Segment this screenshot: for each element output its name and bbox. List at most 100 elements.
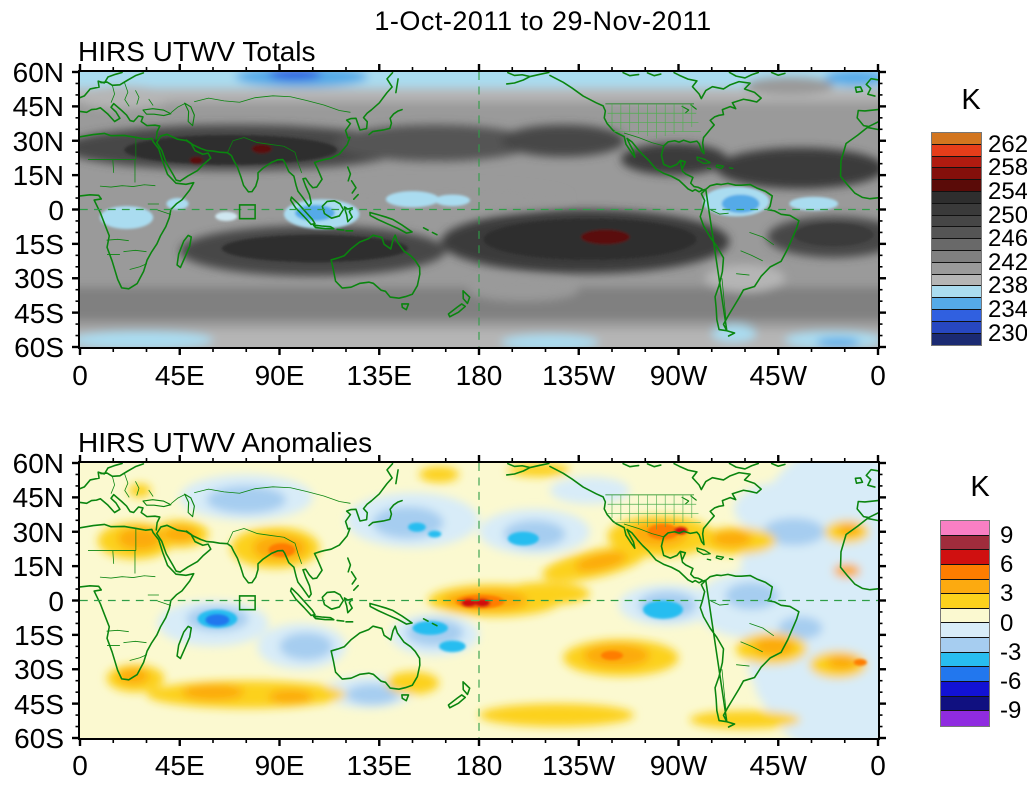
colorbar-cell (941, 623, 989, 639)
totals-lat-axis-labels: 60N 45N 30N 15N 0 15S 30S 45S 60S (0, 57, 70, 363)
colorbar-tick-label: 230 (988, 319, 1027, 347)
lon-tick-label: 0 (870, 360, 886, 391)
colorbar-tick-label: 0 (1000, 609, 1014, 637)
lat-tick-label: 30S (14, 654, 64, 686)
colorbar-tick-label: 238 (988, 272, 1027, 300)
colorbar-tick-label: -3 (1000, 638, 1022, 666)
lon-tick-label: 180 (455, 750, 503, 781)
colorbar-tick-label: 9 (1000, 521, 1014, 549)
colorbar-tick-label: 258 (988, 154, 1027, 182)
lat-tick-label: 15N (12, 551, 64, 583)
anomalies-lon-axis-labels: 0 45E 90E 135E 180 135W 90W 45W 0 (72, 750, 886, 784)
colorbar-cell (941, 711, 989, 726)
lat-tick-label: 15S (14, 228, 64, 260)
lon-tick-label: 45E (154, 360, 205, 391)
lon-tick-label: 135E (346, 360, 412, 391)
lat-tick-label: 45S (14, 688, 64, 720)
lon-tick-label: 135W (542, 750, 616, 781)
colorbar-cell (941, 667, 989, 683)
lat-tick-label: 60S (14, 723, 64, 754)
anomalies-lat-axis-labels: 60N 45N 30N 15N 0 15S 30S 45S 60S (0, 448, 70, 754)
lon-tick-label: 0 (72, 360, 88, 391)
lat-tick-label: 15S (14, 619, 64, 651)
lat-tick-label: 0 (48, 585, 64, 617)
colorbar-tick-label: 234 (988, 296, 1027, 323)
map-totals-svg (80, 72, 878, 347)
colorbar-cell (941, 550, 989, 565)
colorbar-tick-label: 262 (988, 130, 1027, 158)
colorbar-cell (932, 250, 981, 263)
colorbar-tick-label: 246 (988, 225, 1027, 253)
lon-tick-label: 90E (254, 750, 305, 781)
map-anomalies (78, 461, 880, 740)
colorbar-cell (941, 696, 989, 712)
colorbar-cell (932, 239, 981, 251)
colorbar-tick-label: 254 (988, 178, 1027, 205)
colorbar-tick-label: 6 (1000, 550, 1014, 578)
colorbar-tick-label: -6 (1000, 668, 1022, 696)
lon-tick-label: 90W (649, 360, 708, 391)
colorbar-cell (932, 227, 981, 240)
totals-colorbar-unit: K (961, 84, 981, 116)
anomalies-soft-contours (97, 463, 878, 738)
lon-tick-label: 45W (749, 750, 808, 781)
colorbar-cell (932, 333, 981, 346)
map-anomalies-svg (80, 463, 878, 738)
colorbar-cell (932, 168, 981, 181)
lon-tick-label: 45W (749, 360, 808, 391)
colorbar-tick-label: 3 (1000, 580, 1014, 608)
lon-tick-label: 90W (649, 750, 708, 781)
lon-tick-label: 90E (254, 360, 305, 391)
colorbar-cell (941, 638, 989, 653)
map-totals (78, 70, 880, 349)
panel-totals-title: HIRS UTWV Totals (78, 36, 316, 67)
colorbar-cell (941, 608, 989, 624)
lon-tick-label: 135W (542, 360, 616, 391)
colorbar-cell (941, 564, 989, 580)
lon-tick-label: 180 (455, 360, 503, 391)
lat-tick-label: 60N (12, 57, 64, 88)
lat-tick-label: 60N (12, 448, 64, 479)
lat-tick-label: 30N (12, 516, 64, 548)
colorbar-cell (932, 298, 981, 310)
colorbar-cell (932, 191, 981, 204)
colorbar-tick-label: -9 (1000, 697, 1022, 725)
totals-colorbar (931, 132, 982, 347)
colorbar-tick-label: 250 (988, 201, 1027, 229)
lon-tick-label: 135E (346, 750, 412, 781)
colorbar-cell (941, 535, 989, 551)
lat-tick-label: 45N (12, 482, 64, 514)
lat-tick-label: 0 (48, 194, 64, 226)
colorbar-cell (941, 682, 989, 697)
colorbar-cell (932, 321, 981, 334)
panel-anomalies-title: HIRS UTWV Anomalies (78, 427, 373, 458)
colorbar-cell (932, 262, 981, 275)
lon-tick-label: 0 (72, 750, 88, 781)
colorbar-cell (932, 309, 981, 322)
colorbar-cell (932, 156, 981, 169)
lat-tick-label: 30N (12, 125, 64, 157)
colorbar-cell (932, 133, 981, 145)
anomalies-colorbar-unit: K (970, 471, 990, 503)
lat-tick-label: 45N (12, 91, 64, 123)
anomalies-crisp-contours (197, 522, 867, 666)
lon-tick-label: 0 (870, 750, 886, 781)
lat-tick-label: 60S (14, 332, 64, 363)
lat-tick-label: 30S (14, 263, 64, 295)
anomalies-colorbar (940, 520, 990, 727)
page-title: 1-Oct-2011 to 29-Nov-2011 (374, 6, 712, 36)
colorbar-cell (932, 286, 981, 299)
colorbar-cell (932, 215, 981, 228)
colorbar-cell (932, 180, 981, 192)
lat-tick-label: 45S (14, 297, 64, 329)
colorbar-cell (932, 274, 981, 287)
colorbar-cell (932, 203, 981, 216)
colorbar-cell (941, 521, 989, 536)
lon-tick-label: 45E (154, 750, 205, 781)
colorbar-cell (941, 579, 989, 595)
colorbar-tick-label: 242 (988, 248, 1027, 276)
lat-tick-label: 15N (12, 160, 64, 192)
colorbar-cell (932, 144, 981, 157)
totals-lon-axis-labels: 0 45E 90E 135E 180 135W 90W 45W 0 (72, 360, 886, 394)
colorbar-cell (941, 594, 989, 609)
